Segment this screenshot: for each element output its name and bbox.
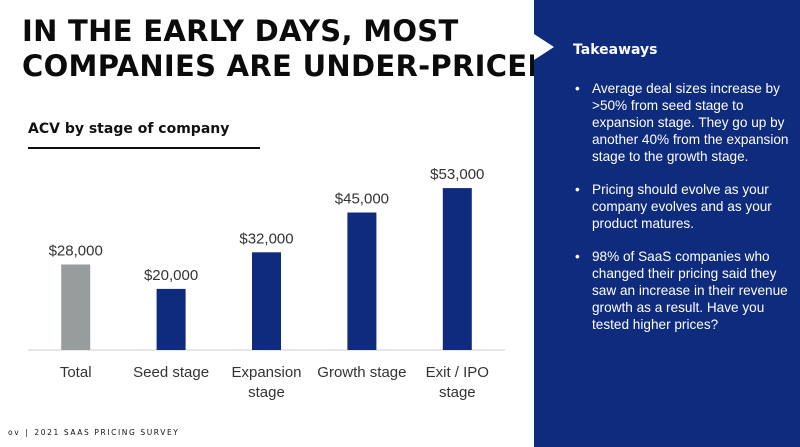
footer-logo: ov: [8, 428, 21, 437]
bullet-icon: •: [575, 249, 580, 264]
bar-0: [61, 264, 91, 350]
bar-chart: $28,000 Total $20,000 Seed stage $32,000 Expa…: [28, 166, 505, 401]
data-label-1: $20,000: [144, 267, 198, 284]
data-label-0: $28,000: [49, 243, 103, 260]
category-label-1: Seed stage: [133, 364, 209, 381]
takeaway-text: Average deal sizes increase by >50% from…: [592, 81, 789, 164]
bar-1: [156, 288, 186, 350]
category-label-0: Total: [60, 364, 92, 381]
takeaways-heading: Takeaways: [573, 42, 658, 58]
takeaways-list: • Average deal sizes increase by >50% fr…: [573, 80, 793, 349]
category-label-4: Exit / IPO stage: [426, 364, 489, 401]
bar-2: [252, 252, 281, 350]
category-label-3: Growth stage: [317, 364, 406, 381]
footer-text: 2021 SAAS PRICING SURVEY: [34, 428, 180, 437]
panel-notch: [534, 34, 554, 60]
bar-4: [442, 188, 472, 350]
chart-title-underline: [28, 147, 260, 149]
data-label-3: $45,000: [335, 191, 389, 208]
data-label-2: $32,000: [239, 230, 293, 247]
footer-separator: |: [25, 428, 30, 437]
takeaway-item: • Pricing should evolve as your company …: [573, 181, 793, 232]
takeaway-item: • Average deal sizes increase by >50% fr…: [573, 80, 793, 165]
takeaway-text: 98% of SaaS companies who changed their …: [592, 249, 788, 332]
bullet-icon: •: [575, 81, 580, 96]
takeaways-panel: [534, 0, 800, 447]
chart-title: ACV by stage of company: [28, 121, 230, 137]
bullet-icon: •: [575, 182, 580, 197]
takeaway-item: • 98% of SaaS companies who changed thei…: [573, 248, 793, 333]
slide-title-line-1: IN THE EARLY DAYS, MOST: [22, 14, 459, 48]
data-label-4: $53,000: [430, 166, 484, 183]
takeaway-text: Pricing should evolve as your company ev…: [592, 182, 772, 231]
category-label-2: Expansion stage: [231, 364, 301, 401]
bar-3: [347, 212, 377, 350]
slide-title-line-2: COMPANIES ARE UNDER-PRICED: [22, 49, 552, 83]
slide-title: IN THE EARLY DAYS, MOST COMPANIES ARE UN…: [22, 14, 552, 84]
footer: ov | 2021 SAAS PRICING SURVEY: [8, 428, 179, 437]
